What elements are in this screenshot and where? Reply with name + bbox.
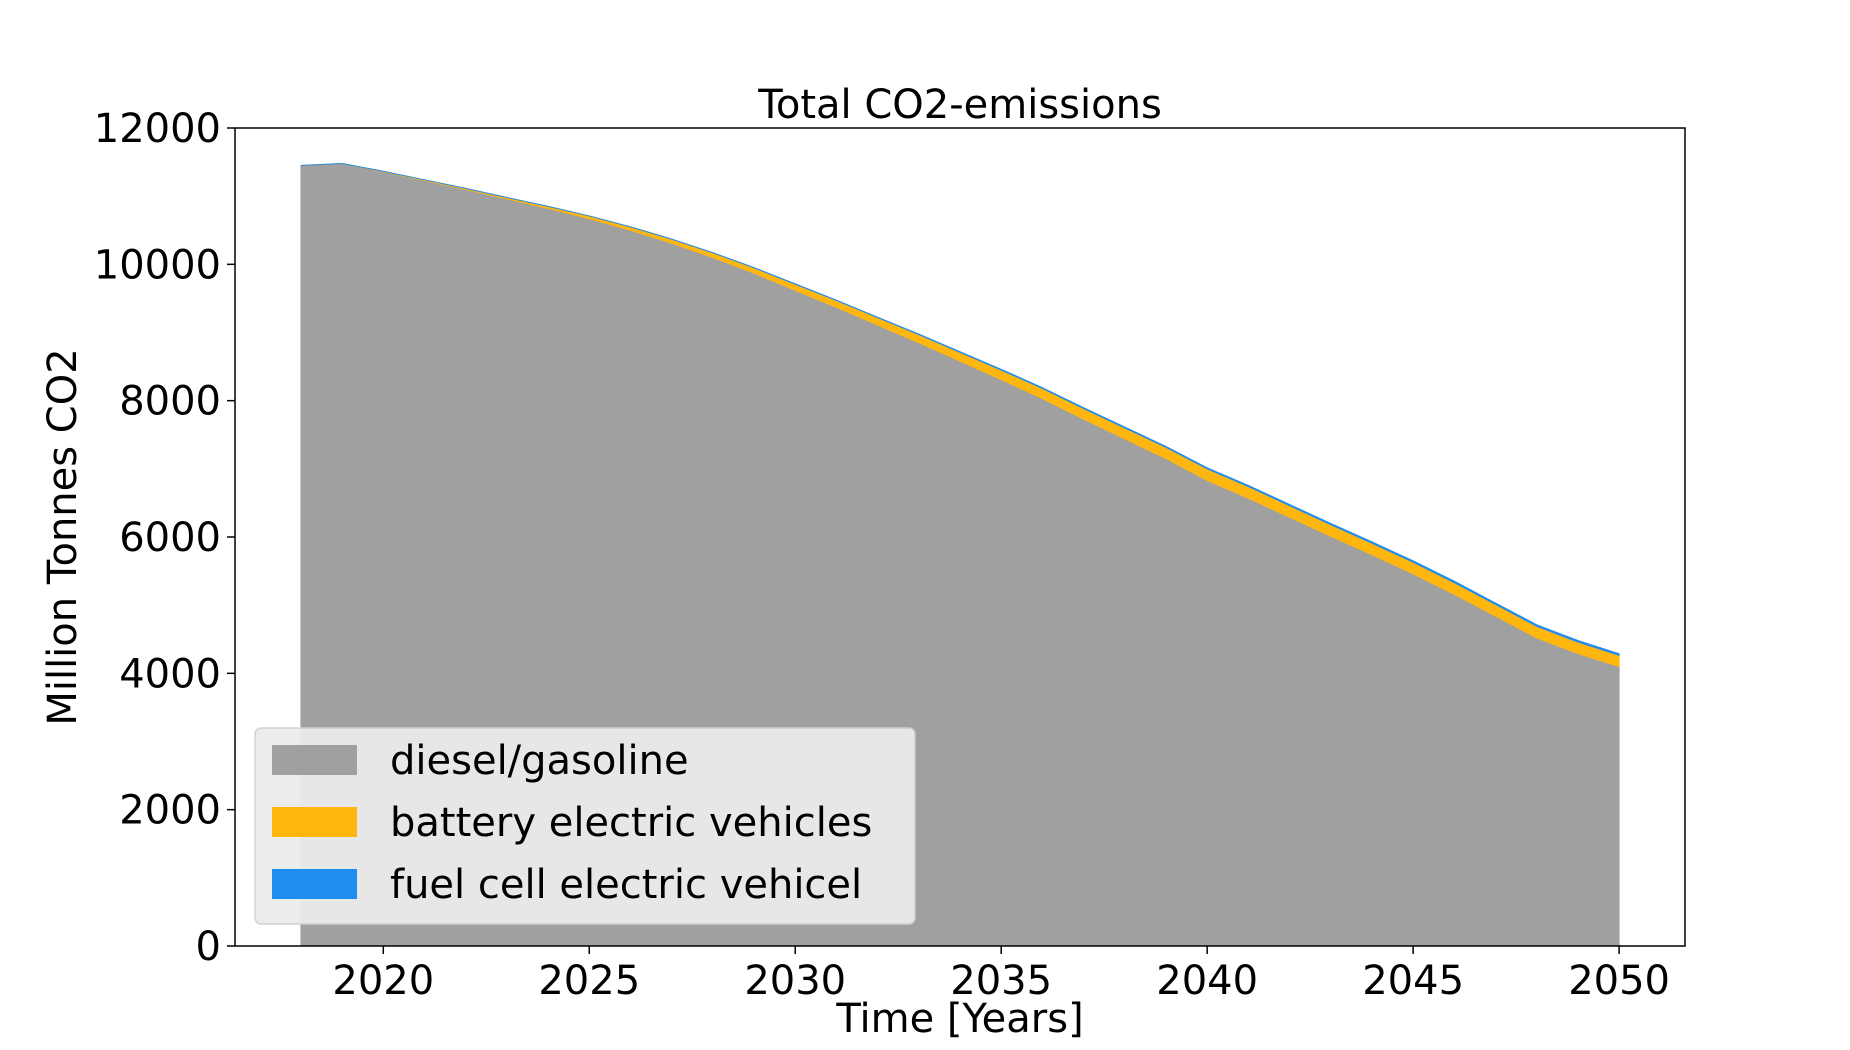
y-tick-label: 8000	[119, 379, 221, 425]
x-tick-label: 2050	[1568, 958, 1670, 1004]
legend: diesel/gasoline battery electric vehicle…	[255, 728, 915, 924]
x-tick-label: 2020	[332, 958, 434, 1004]
y-tick-label: 10000	[94, 242, 221, 288]
x-tick-label: 2040	[1156, 958, 1258, 1004]
legend-swatch-battery-electric	[272, 807, 357, 837]
y-tick-label: 6000	[119, 515, 221, 561]
y-tick-label: 4000	[119, 651, 221, 697]
y-tick-label: 2000	[119, 788, 221, 834]
x-tick-label: 2025	[538, 958, 640, 1004]
y-tick-label: 12000	[94, 106, 221, 152]
x-tick-label: 2045	[1362, 958, 1464, 1004]
chart-title: Total CO2-emissions	[757, 82, 1162, 128]
legend-label-diesel-gasoline: diesel/gasoline	[390, 738, 689, 784]
x-axis-label: Time [Years]	[835, 996, 1083, 1042]
legend-label-fuel-cell-electric: fuel cell electric vehicel	[390, 862, 862, 908]
y-axis-label: Million Tonnes CO2	[40, 348, 86, 725]
legend-swatch-diesel-gasoline	[272, 745, 357, 775]
legend-label-battery-electric: battery electric vehicles	[390, 800, 872, 846]
y-tick-label: 0	[196, 924, 221, 970]
x-tick-label: 2030	[744, 958, 846, 1004]
legend-swatch-fuel-cell-electric	[272, 869, 357, 899]
